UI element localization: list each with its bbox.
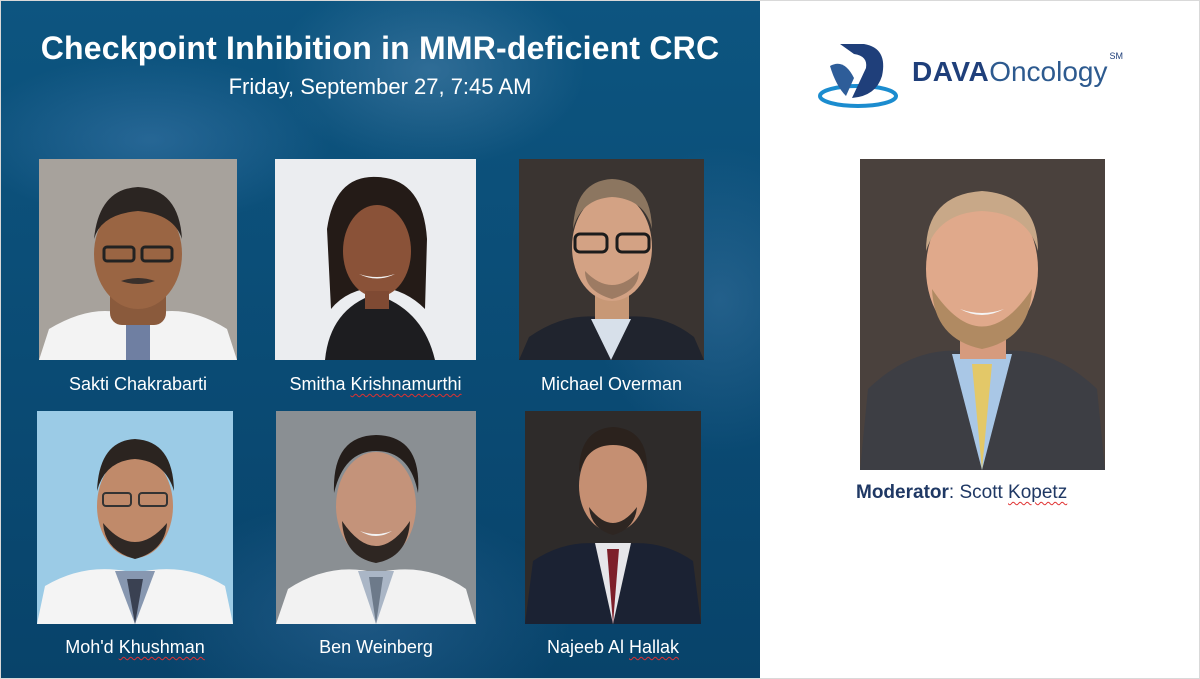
panelist-photo-4 [37, 411, 233, 624]
panelist-photo-5 [276, 411, 476, 624]
panelist-name-3: Michael Overman [540, 374, 683, 394]
dava-oncology-logo: DAVAOncologySM [818, 38, 1158, 110]
session-title: Checkpoint Inhibition in MMR-deficient C… [40, 30, 720, 66]
moderator-label: Moderator: Scott Kopetz [856, 482, 1068, 503]
panelist-photo-6 [525, 411, 701, 624]
panelist-photo-2 [275, 159, 476, 360]
panelist-name-4: Moh'd Khushman [65, 637, 205, 657]
moderator-last-name: Kopetz [1008, 482, 1068, 503]
logo-wordmark: DAVAOncologySM [912, 50, 1123, 87]
panelist-name-6: Najeeb Al Hallak [546, 637, 680, 657]
panelist-name-1: Sakti Chakrabarti [68, 374, 208, 394]
moderator-role: Moderator [856, 482, 949, 503]
speaker-panel: Checkpoint Inhibition in MMR-deficient C… [0, 0, 760, 679]
dava-logo-mark-icon [818, 44, 898, 108]
panelist-name-5: Ben Weinberg [319, 637, 433, 657]
panelist-name-2: Smitha Krishnamurthi [289, 374, 462, 394]
moderator-photo [860, 159, 1105, 470]
session-datetime: Friday, September 27, 7:45 AM [228, 74, 532, 99]
panelist-photo-3 [519, 159, 704, 360]
panelist-photo-1 [39, 159, 237, 360]
moderator-first-name: Scott [959, 482, 1009, 503]
